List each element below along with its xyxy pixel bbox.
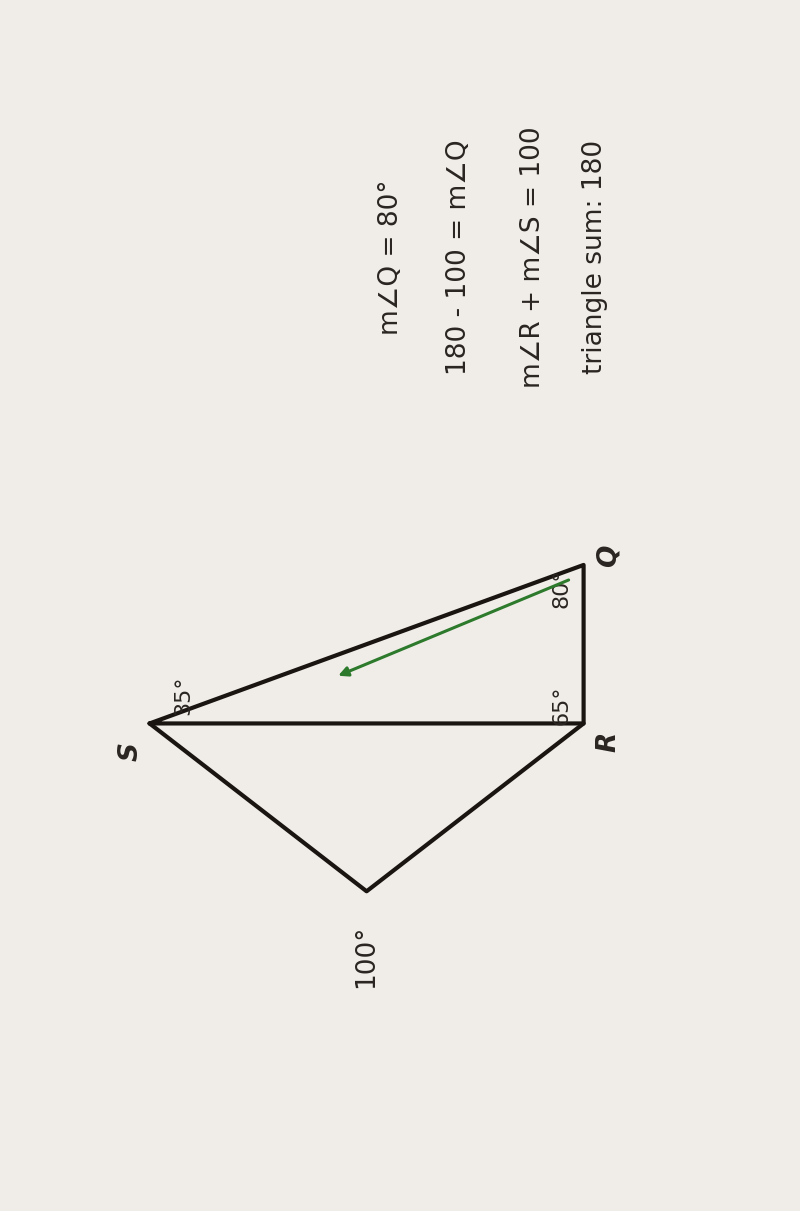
Text: Q: Q <box>595 545 622 567</box>
Text: 80°: 80° <box>552 568 572 608</box>
Text: S: S <box>118 742 144 761</box>
Text: 180 - 100 = m∠Q: 180 - 100 = m∠Q <box>446 139 472 375</box>
Text: 65°: 65° <box>552 685 572 724</box>
Text: m∠R + m∠S = 100: m∠R + m∠S = 100 <box>520 126 546 388</box>
Text: triangle sum: 180: triangle sum: 180 <box>582 140 608 374</box>
Text: 35°: 35° <box>174 676 194 716</box>
Text: 100°: 100° <box>354 925 380 988</box>
Text: m∠Q = 80°: m∠Q = 80° <box>378 179 404 335</box>
Text: R: R <box>595 731 622 752</box>
